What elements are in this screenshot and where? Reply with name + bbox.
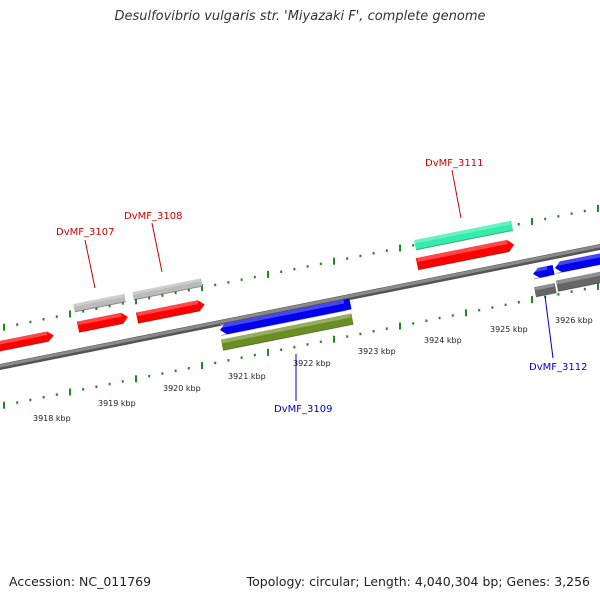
map-title: Desulfovibrio vulgaris str. 'Miyazaki F'… (114, 9, 486, 24)
cds-feature (532, 264, 555, 280)
scale-labels: 3918 kbp 3919 kbp 3920 kbp 3921 kbp 3922 kbp… (33, 316, 593, 423)
accession-text: Accession: NC_011769 (9, 574, 152, 589)
gene-feature (73, 293, 126, 313)
gene-feature (220, 313, 354, 351)
gene-labels: DvMF_3107 DvMF_3108 DvMF_3111 DvMF_3109 DvMF… (56, 158, 587, 415)
gene-label-leader (544, 295, 554, 359)
gene-label-leader (451, 169, 462, 219)
cds-feature (0, 331, 54, 354)
reverse-scale-ticks (3, 282, 599, 409)
scale-label: 3923 kbp (358, 347, 396, 356)
cds-feature (415, 239, 515, 271)
scale-label: 3924 kbp (424, 336, 462, 345)
genome-backbone (0, 243, 600, 371)
gene-feature (555, 270, 600, 292)
cds-feature (554, 251, 600, 274)
scale-label: 3921 kbp (228, 372, 266, 381)
cds-feature (76, 312, 129, 333)
scale-label: 3919 kbp (98, 399, 136, 408)
gene-label: DvMF_3109 (274, 404, 332, 415)
scale-label: 3918 kbp (33, 414, 71, 423)
scale-label: 3920 kbp (163, 384, 201, 393)
gene-label: DvMF_3108 (124, 211, 182, 222)
gene-label-leader (151, 222, 163, 273)
scale-label: 3926 kbp (555, 316, 593, 325)
gene-label: DvMF_3112 (529, 362, 587, 373)
cds-feature (219, 298, 352, 336)
scale-label: 3925 kbp (490, 325, 528, 334)
cds-feature (135, 300, 205, 324)
gene-feature (414, 220, 514, 251)
gene-label: DvMF_3111 (425, 158, 483, 169)
genome-summary-text: Topology: circular; Length: 4,040,304 bp… (246, 574, 590, 589)
backbone-line (0, 244, 600, 368)
gene-label: DvMF_3107 (56, 227, 114, 238)
scale-label: 3922 kbp (293, 359, 331, 368)
gene-features (0, 220, 600, 354)
gene-label-leader (84, 239, 96, 289)
gene-feature (534, 282, 557, 298)
gene-feature (132, 278, 203, 301)
